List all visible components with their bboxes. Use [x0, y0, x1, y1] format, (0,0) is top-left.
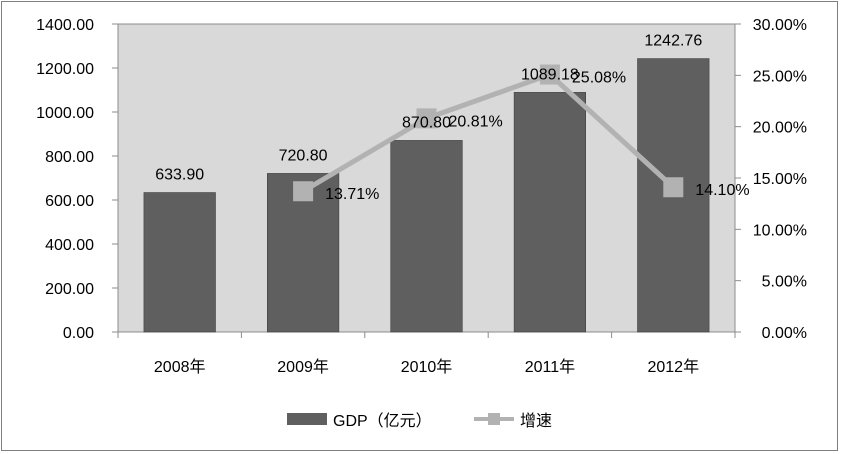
right-tick-label: 25.00% [753, 68, 807, 85]
bar-data-label: 633.90 [155, 167, 204, 184]
left-tick-label: 1200.00 [36, 61, 94, 78]
left-y-axis: 0.00 200.00 400.00 600.00 800.00 1000.00 1200.… [36, 17, 119, 342]
left-tick-label: 1400.00 [36, 17, 94, 34]
data-labels: 633.90 720.80 870.80 1089.18 1242.76 13.71% 20… [155, 33, 749, 204]
legend-swatch-growth-marker [488, 413, 500, 425]
growth-data-label: 20.81% [449, 113, 503, 130]
legend-label-growth: 增速 [520, 412, 552, 430]
growth-marker [539, 64, 560, 85]
growth-data-label: 14.10% [695, 182, 749, 199]
right-tick-label: 0.00% [762, 325, 807, 342]
growth-marker [663, 177, 684, 198]
bar-gdp [390, 140, 463, 333]
x-tick-label: 2009年 [277, 358, 329, 376]
bar-gdp [513, 92, 586, 333]
left-tick-label: 600.00 [45, 193, 94, 210]
bar-gdp [143, 192, 216, 333]
right-tick-label: 30.00% [753, 17, 807, 34]
growth-marker [293, 181, 314, 202]
x-axis: 2008年 2009年 2010年 2011年 2012年 [117, 331, 736, 376]
left-tick-label: 0.00 [63, 325, 94, 342]
x-tick-label: 2010年 [401, 358, 453, 376]
x-tick-label: 2012年 [647, 358, 699, 376]
legend-swatch-gdp [287, 413, 327, 425]
x-tick-label: 2008年 [154, 358, 206, 376]
bar-series-gdp [143, 58, 710, 333]
right-y-axis: 0.00% 5.00% 10.00% 15.00% 20.00% 25.00% 30.00% [734, 17, 807, 342]
legend: GDP（亿元） 增速 [287, 412, 552, 430]
right-tick-label: 5.00% [762, 274, 807, 291]
bar-data-label: 1089.18 [521, 66, 579, 83]
legend-label-gdp: GDP（亿元） [333, 412, 432, 430]
growth-data-label: 13.71% [325, 186, 379, 203]
bar-data-label: 870.80 [402, 114, 451, 131]
bar-data-label: 1242.76 [644, 33, 702, 50]
right-tick-label: 20.00% [753, 120, 807, 137]
x-tick-label: 2011年 [525, 358, 575, 376]
right-tick-label: 10.00% [753, 222, 807, 239]
left-tick-label: 400.00 [45, 237, 94, 254]
bar-data-label: 720.80 [279, 147, 328, 164]
left-tick-label: 200.00 [45, 281, 94, 298]
left-tick-label: 800.00 [45, 149, 94, 166]
right-tick-label: 15.00% [753, 171, 807, 188]
growth-line [301, 72, 675, 194]
growth-data-label: 25.08% [572, 70, 626, 87]
growth-marker [416, 108, 437, 129]
left-tick-label: 1000.00 [36, 105, 94, 122]
line-series-growth [293, 64, 684, 202]
